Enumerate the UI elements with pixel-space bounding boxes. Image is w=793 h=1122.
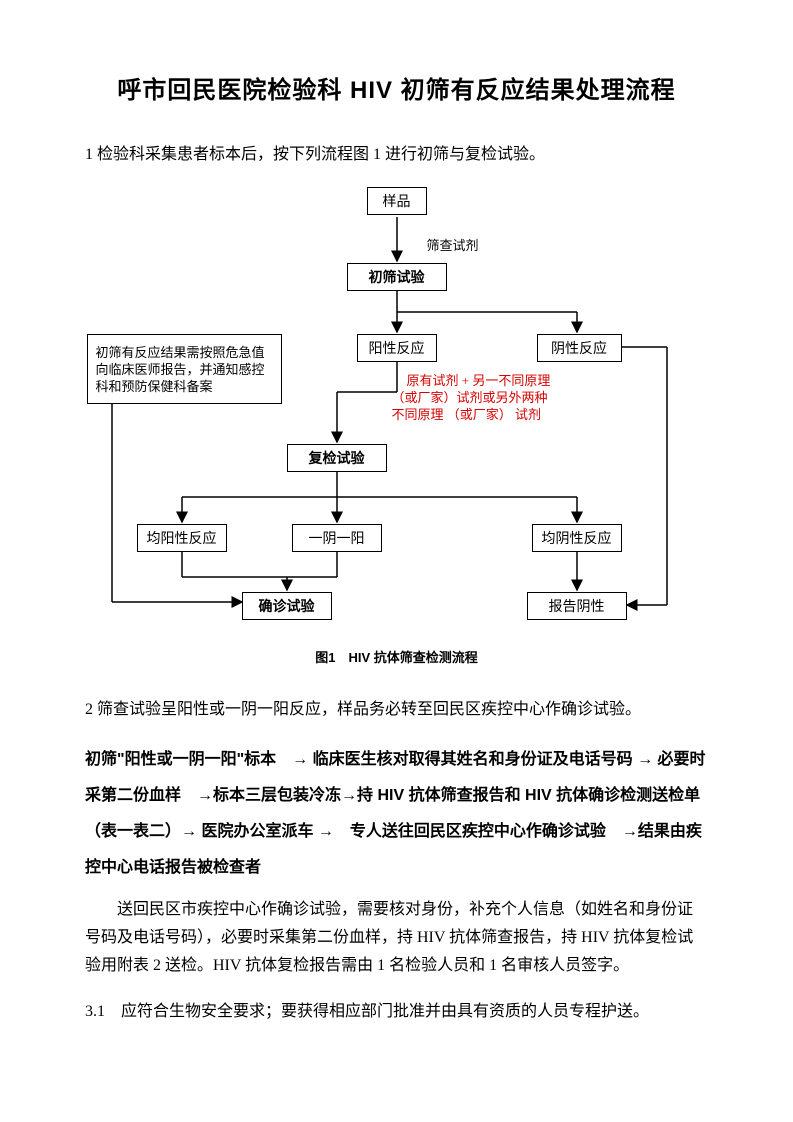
node-negative: 阴性反应 <box>537 334 622 362</box>
bold-procedure: 初筛"阳性或一阴一阳"标本 → 临床医生核对取得其姓名和身份证及电话号码 → 必… <box>85 742 708 886</box>
figure-caption: 图1 HIV 抗体筛查检测流程 <box>85 647 708 666</box>
p4: 3.1 应符合生物安全要求；要获得相应部门批准并由具有资质的人员专程护送。 <box>85 998 708 1026</box>
node-all-neg: 均阴性反应 <box>532 524 622 552</box>
label-screen-reagent: 筛查试剂 <box>427 235 479 254</box>
label-red3: 不同原理 （或厂家） 试剂 <box>392 404 542 423</box>
node-all-pos: 均阳性反应 <box>137 524 227 552</box>
flowchart-container: 样品 筛查试剂 初筛试验 阳性反应 阴性反应 初筛有反应结果需按照危急值向临床医… <box>87 187 707 637</box>
intro-paragraph: 1 检验科采集患者标本后，按下列流程图 1 进行初筛与复检试验。 <box>85 141 708 169</box>
node-report-neg: 报告阴性 <box>527 592 627 620</box>
page-title: 呼市回民医院检验科 HIV 初筛有反应结果处理流程 <box>85 70 708 105</box>
p3: 送回民区市疾控中心作确诊试验，需要核对身份，补充个人信息（如姓名和身份证号码及电… <box>85 896 708 980</box>
p2: 2 筛查试验呈阳性或一阴一阳反应，样品务必转至回民区疾控中心作确诊试验。 <box>85 696 708 724</box>
node-retest: 复检试验 <box>287 444 387 472</box>
node-positive: 阳性反应 <box>357 334 437 362</box>
node-one-neg-one-pos: 一阴一阳 <box>292 524 382 552</box>
node-initial-test: 初筛试验 <box>347 263 447 291</box>
node-note-left: 初筛有反应结果需按照危急值向临床医师报告，并通知感控科和预防保健科备案 <box>87 334 282 404</box>
node-confirm: 确诊试验 <box>242 592 332 620</box>
node-sample: 样品 <box>367 187 427 215</box>
